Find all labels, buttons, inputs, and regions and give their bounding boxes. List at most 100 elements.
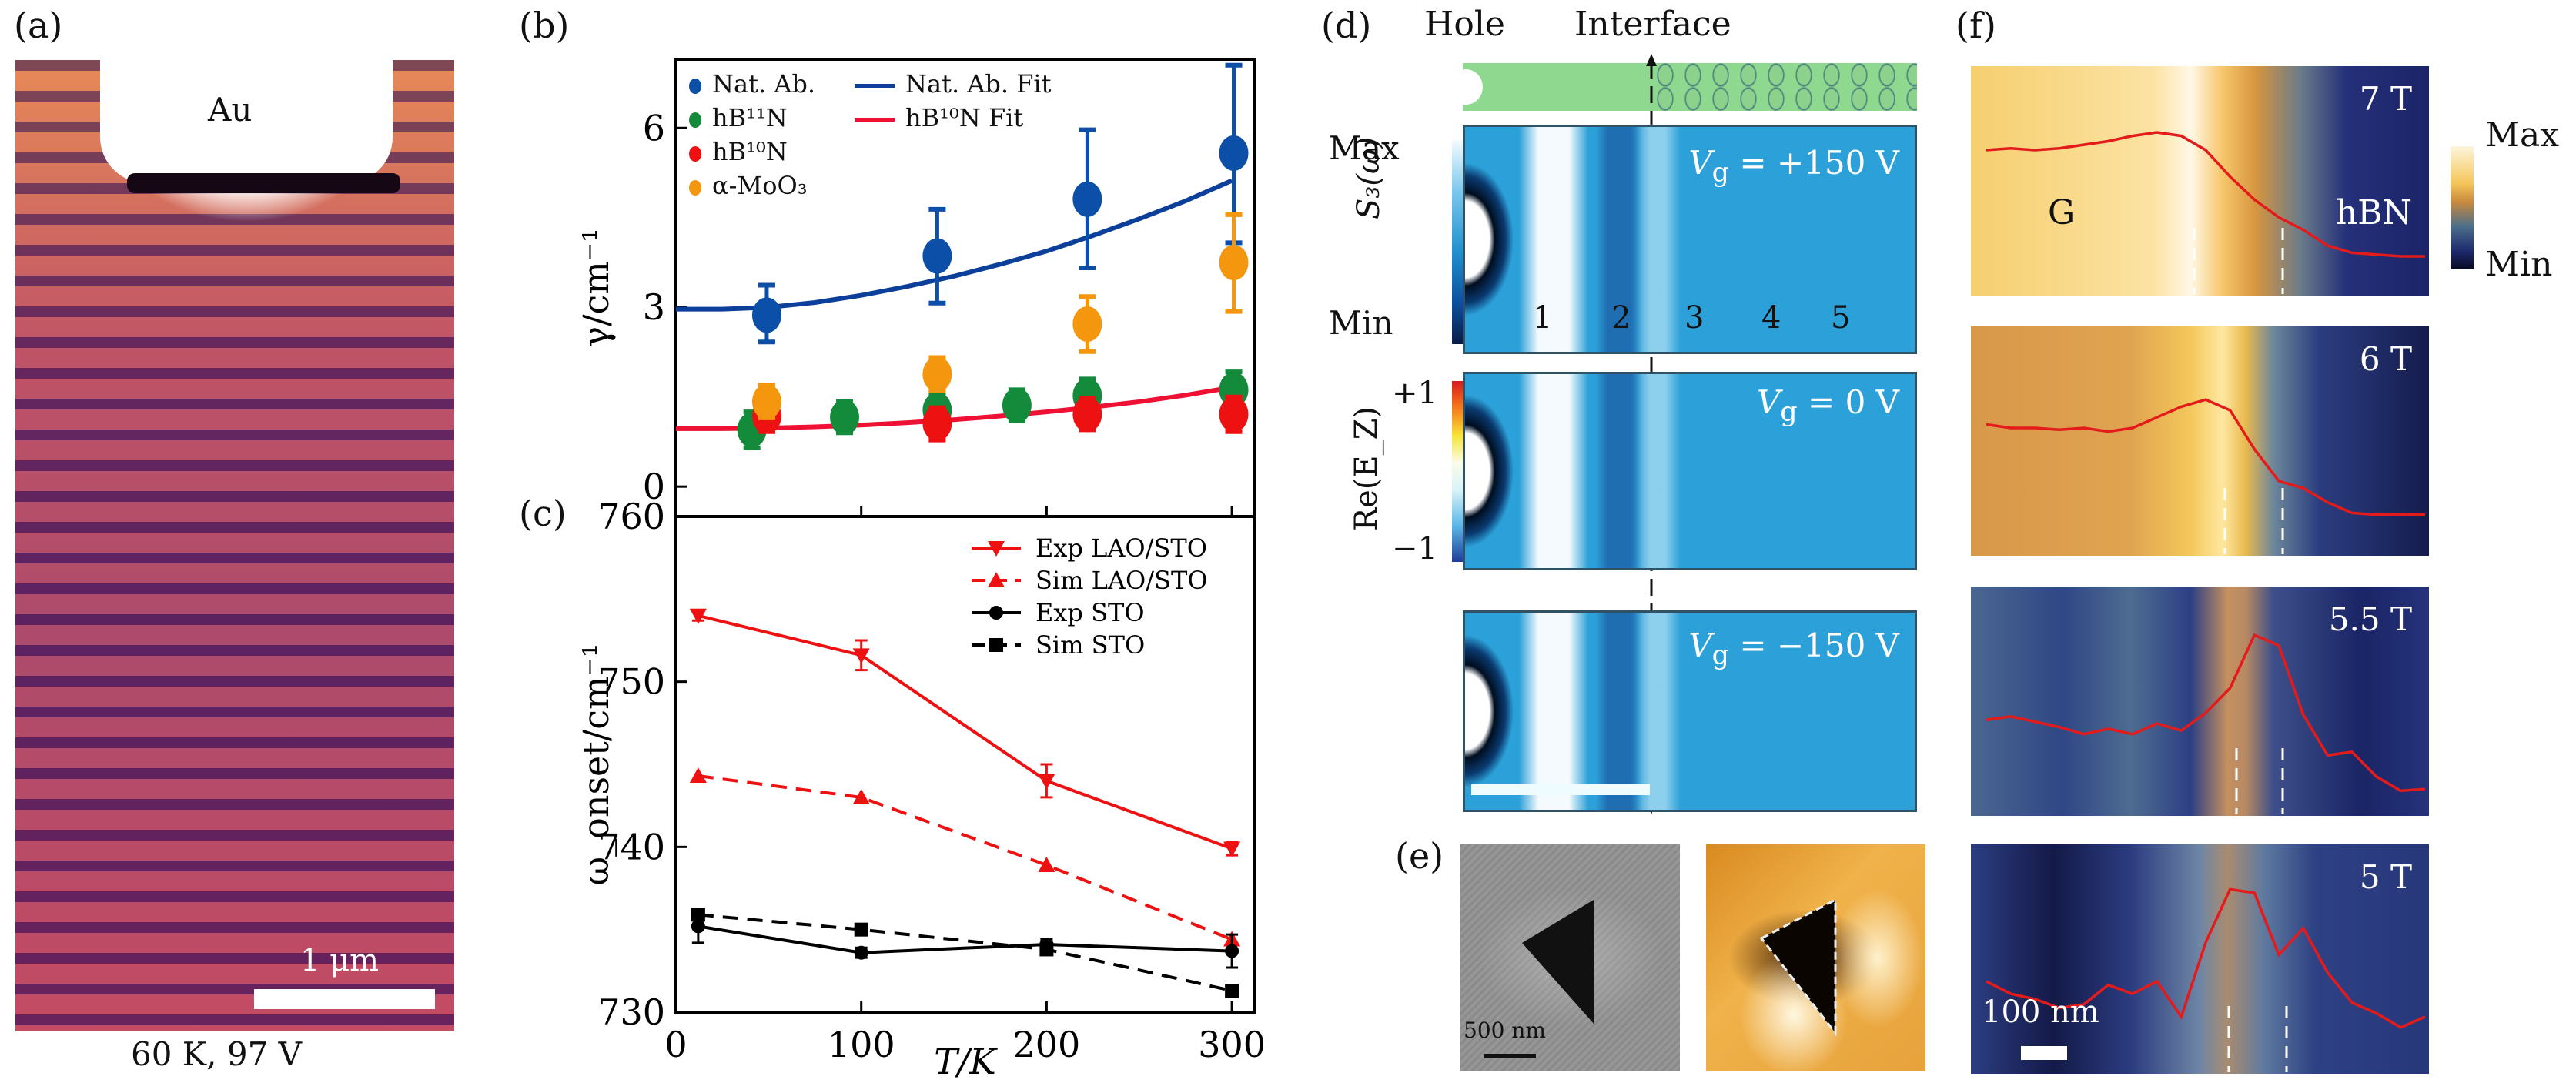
legend-label: hB¹⁰N (712, 137, 788, 166)
data-point (1072, 306, 1102, 342)
data-point (854, 922, 868, 937)
data-point (1039, 942, 1054, 957)
f-colorbar-min: Min (2485, 245, 2553, 284)
panel-label-f: (f) (1955, 5, 1996, 46)
au-label: Au (208, 91, 253, 129)
c-ytick-label: 760 (597, 496, 665, 537)
data-point (1225, 944, 1239, 958)
line-profile (1986, 887, 2426, 1072)
re-colorbar-min: −1 (1392, 531, 1437, 567)
chart-bc: 0 3 6 γ/cm⁻¹ 730 740 750 760 100 200 300 0 ω_onset/… (575, 58, 1266, 1082)
legend-marker (689, 78, 701, 94)
data-point (1225, 984, 1239, 998)
fringe-number: 4 (1761, 300, 1781, 336)
panel-label-e: (e) (1395, 835, 1444, 877)
c-xtick-label: 100 (828, 1024, 895, 1065)
legend-label: hB¹⁰N Fit (905, 103, 1024, 132)
profile-curve (1986, 887, 2426, 1029)
c-ylabel: ω_onset/cm⁻¹ (575, 643, 617, 886)
c-ytick-label: 730 (597, 991, 665, 1033)
c-ytick-label: 740 (597, 826, 665, 867)
field-label: 6 T (2359, 340, 2412, 378)
legend-marker (689, 112, 701, 128)
data-point (922, 356, 952, 393)
legend-label: hB¹¹N (712, 103, 788, 132)
nano-ir-map-5T: 5 T 100 nm (1971, 844, 2429, 1074)
panel-label-c: (c) (519, 493, 567, 534)
line-profile (1986, 633, 2426, 814)
field-label: 5.5 T (2328, 600, 2412, 638)
panel-label-d: (d) (1321, 5, 1372, 46)
hbn-label: hBN (2335, 193, 2412, 232)
s3-colorbar-title: S₃(ω) (1351, 136, 1387, 219)
graphene-label: G (2048, 193, 2076, 232)
data-point (691, 919, 705, 934)
data-point (1072, 181, 1102, 217)
field-label: 7 T (2359, 80, 2412, 118)
f-colorbar (2451, 146, 2474, 269)
gate-label: Vg = +150 V (1688, 144, 1899, 189)
chart-c: 730 740 750 760 100 200 300 0 ω_onset/cm⁻¹ T/K Exp… (575, 496, 1266, 1082)
triangle-hole-outline (1759, 897, 1837, 1037)
legend-label: α-MoO₃ (712, 171, 808, 200)
data-point (854, 945, 868, 960)
data-point (691, 908, 705, 922)
data-point (751, 297, 781, 333)
legend-label: Sim STO (1035, 630, 1145, 660)
b-ytick-label: 6 (643, 107, 665, 149)
s3-colorbar-max: Max (1329, 129, 1400, 167)
hole-header: Hole (1424, 5, 1505, 44)
data-point (1223, 841, 1241, 857)
panel-label-a: (a) (14, 5, 63, 46)
au-pad-region (100, 60, 393, 183)
hole-schematic (1449, 69, 1483, 105)
legend-line (855, 118, 895, 122)
scale-bar-label-e: 500 nm (1464, 1018, 1546, 1043)
data-point (989, 606, 1003, 620)
triangle-hole (1522, 900, 1594, 1025)
data-point (1219, 245, 1249, 280)
fringe-number: 2 (1611, 300, 1631, 336)
afm-topography-image: 500 nm (1460, 844, 1680, 1071)
data-point (689, 608, 707, 624)
arrow-up-icon (1646, 54, 1657, 66)
au-edge-shadow (127, 173, 400, 193)
data-point (988, 541, 1005, 557)
c-frame (674, 515, 1256, 1014)
gate-label: Vg = −150 V (1688, 627, 1899, 671)
series-line (698, 924, 1233, 954)
data-point (922, 405, 952, 441)
nano-ir-map-55T: 5.5 T (1971, 587, 2429, 816)
series-line (698, 613, 1233, 851)
gate-label: Vg = 0 V (1756, 383, 1899, 428)
scale-bar-label-a: 1 μm (300, 943, 380, 978)
legend-label: Nat. Ab. Fit (905, 69, 1052, 99)
c-ytick-label: 750 (597, 661, 665, 703)
series-line (698, 774, 1233, 941)
data-point (830, 399, 860, 436)
legend-label: Exp STO (1035, 598, 1145, 627)
data-point (922, 238, 952, 274)
legend-label: Exp LAO/STO (1035, 533, 1207, 563)
line-profile (1986, 398, 2425, 554)
re-colorbar-max: +1 (1392, 376, 1437, 411)
f-colorbar-max: Max (2485, 115, 2560, 155)
chart-b: 0 3 6 γ/cm⁻¹ (575, 58, 1256, 518)
fringe-number: 1 (1533, 300, 1553, 336)
device-schematic (1449, 63, 1917, 111)
c-xlabel: T/K (934, 1041, 998, 1082)
re-colorbar-title: Re(E_Z) (1349, 406, 1384, 531)
legend-marker (689, 145, 701, 162)
caption-a: 60 K, 97 V (131, 1035, 302, 1073)
data-point (1038, 856, 1055, 872)
c-xtick-label: 200 (1013, 1024, 1081, 1065)
data-point (988, 572, 1005, 587)
legend-item: Nat. Ab. (689, 69, 815, 99)
data-point (852, 788, 870, 804)
field-label: 5 T (2359, 858, 2412, 896)
nano-ir-image-a (15, 60, 454, 1031)
legend-item: Nat. Ab. Fit (855, 69, 1052, 99)
sinom-map-0: Vg = 0 V (1463, 372, 1917, 570)
b-ytick-label: 0 (643, 466, 665, 507)
